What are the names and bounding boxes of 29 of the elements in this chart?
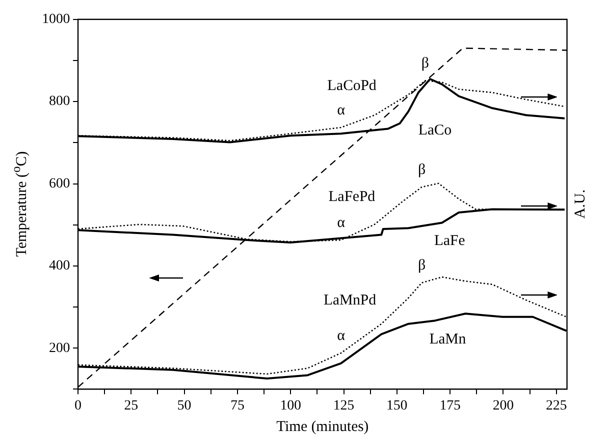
x-axis-title: Time (minutes) bbox=[275, 419, 370, 436]
series-label: LaFe bbox=[434, 233, 466, 250]
x-tick-label: 200 bbox=[492, 398, 514, 414]
x-tick-label: 0 bbox=[74, 398, 82, 414]
series-label: LaCo bbox=[418, 122, 452, 138]
x-tick-label: 75 bbox=[230, 398, 244, 414]
annotation: α bbox=[337, 214, 346, 231]
annotation: β bbox=[418, 258, 426, 274]
y-tick-label: 600 bbox=[49, 176, 70, 192]
annotation: α bbox=[337, 102, 346, 118]
x-tick-label: 150 bbox=[386, 398, 408, 414]
x-tick-label: 25 bbox=[124, 398, 138, 414]
series-label: LaFePd bbox=[328, 188, 376, 205]
annotation: β bbox=[421, 56, 430, 72]
series-label: LaMn bbox=[429, 332, 467, 348]
y-tick-label: 800 bbox=[49, 94, 70, 110]
x-tick-label: 50 bbox=[177, 398, 192, 414]
annotation: β bbox=[418, 162, 426, 178]
x-tick-label: 225 bbox=[546, 398, 567, 414]
annotation: α bbox=[337, 328, 346, 344]
y-tick-label: 1000 bbox=[42, 12, 70, 28]
y-tick-label: 400 bbox=[49, 258, 70, 274]
x-tick-label: 175 bbox=[440, 398, 461, 414]
y-tick-label: 200 bbox=[49, 340, 70, 356]
y2-axis-title: A.U. bbox=[572, 190, 590, 219]
x-tick-label: 100 bbox=[280, 398, 302, 414]
series-label: LaCoPd bbox=[327, 78, 377, 94]
series-label: LaMnPd bbox=[324, 292, 377, 308]
x-tick-label: 125 bbox=[333, 398, 354, 414]
